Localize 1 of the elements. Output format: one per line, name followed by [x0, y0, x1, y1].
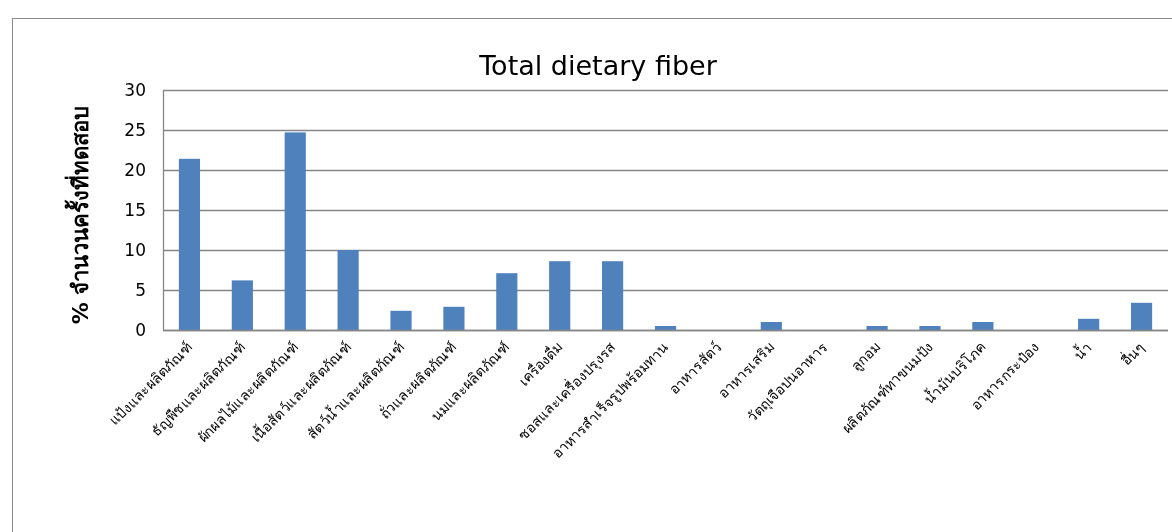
- title: Total dietary fiber: [479, 50, 717, 81]
